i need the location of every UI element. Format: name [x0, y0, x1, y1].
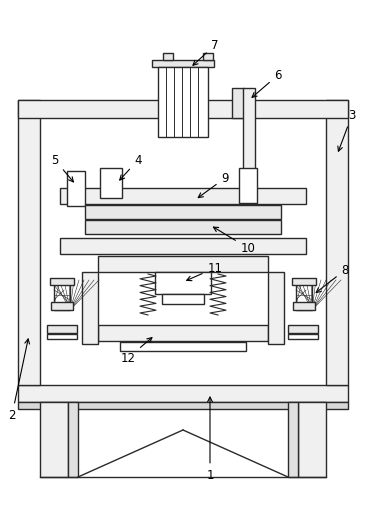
Bar [293, 302, 315, 310]
Bar [18, 385, 348, 402]
Bar [18, 100, 40, 385]
Bar [50, 278, 74, 285]
Bar [292, 278, 316, 285]
Text: 9: 9 [198, 172, 229, 198]
Bar [60, 188, 306, 204]
Bar [18, 100, 348, 118]
Text: 3: 3 [338, 108, 356, 151]
Text: 8: 8 [316, 264, 349, 292]
Bar [67, 171, 85, 206]
Bar [60, 238, 306, 254]
Bar [203, 53, 213, 60]
Bar [82, 272, 98, 344]
Bar [85, 205, 281, 219]
Bar [239, 168, 257, 203]
Bar [98, 325, 268, 341]
Bar [326, 100, 348, 385]
Bar [51, 302, 73, 310]
Bar [268, 272, 284, 344]
Bar [232, 88, 244, 118]
Text: 2: 2 [8, 339, 30, 422]
Bar [120, 342, 246, 351]
Text: 12: 12 [120, 338, 152, 364]
Text: 5: 5 [51, 153, 74, 182]
Bar [98, 256, 268, 272]
Bar [296, 280, 312, 310]
Bar [163, 53, 173, 60]
Text: 11: 11 [187, 262, 223, 281]
Bar [54, 280, 70, 310]
Bar [100, 168, 122, 198]
Bar [288, 402, 298, 477]
Bar [288, 334, 318, 339]
Bar [152, 60, 214, 67]
Bar [288, 325, 318, 333]
Text: 6: 6 [252, 68, 282, 98]
Bar [47, 334, 77, 339]
Bar [40, 402, 68, 477]
Bar [85, 220, 281, 234]
Bar [68, 402, 78, 477]
Text: 10: 10 [213, 227, 255, 254]
Bar [158, 67, 208, 137]
Bar [162, 294, 204, 304]
Text: 7: 7 [193, 38, 219, 65]
Text: 4: 4 [120, 153, 142, 180]
Bar [243, 88, 255, 188]
Text: 1: 1 [206, 397, 214, 481]
Bar [18, 402, 348, 409]
Bar [155, 272, 211, 294]
Bar [298, 402, 326, 477]
Bar [47, 325, 77, 333]
